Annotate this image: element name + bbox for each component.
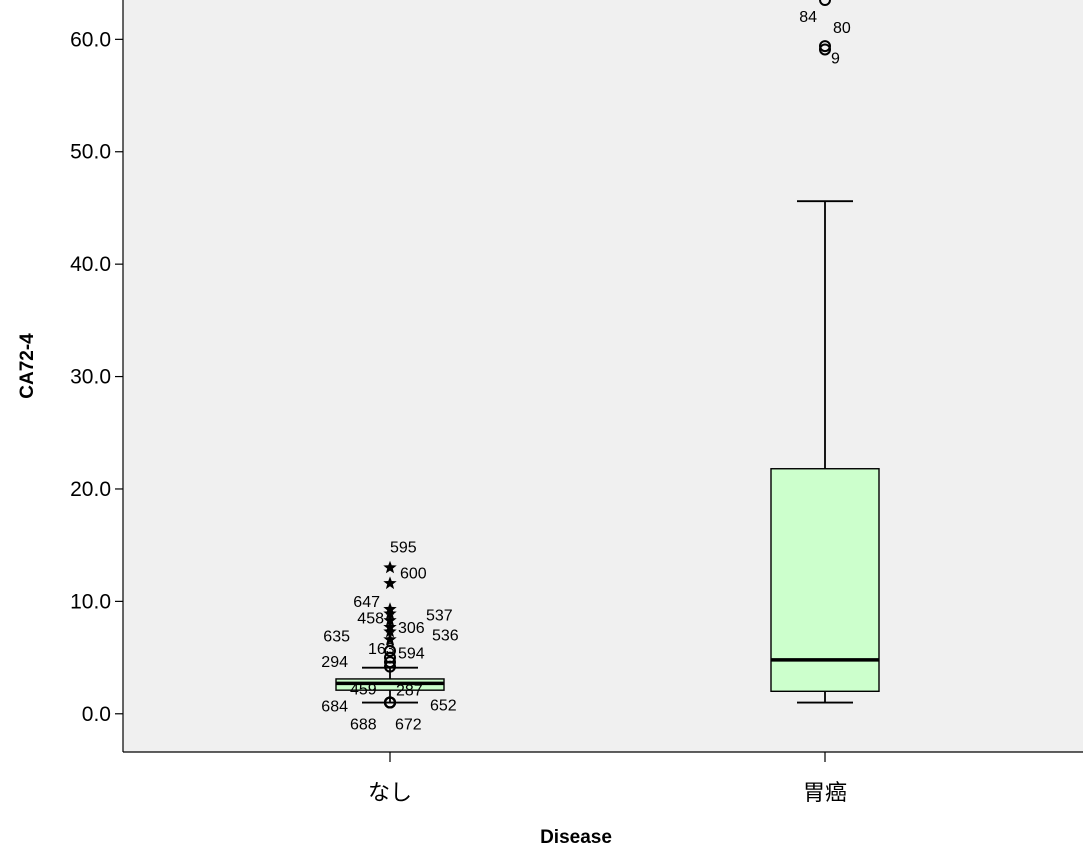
outlier-label: 9	[831, 50, 840, 67]
y-tick-label: 40.0	[70, 253, 111, 276]
outlier-circle-marker	[384, 696, 396, 709]
box-iqr	[770, 468, 880, 693]
outlier-label: 537	[426, 608, 453, 625]
outlier-circle-marker	[384, 644, 396, 657]
outlier-circle-marker	[384, 660, 396, 673]
outlier-label: 594	[398, 646, 425, 663]
outlier-label: 672	[395, 717, 422, 734]
plot-area	[123, 0, 1083, 752]
y-tick-label: 60.0	[70, 28, 111, 51]
outlier-circle-marker	[819, 40, 831, 53]
y-tick-label: 20.0	[70, 478, 111, 501]
outlier-label: 647	[353, 594, 380, 611]
y-tick-label: 30.0	[70, 366, 111, 389]
y-tick-label: 50.0	[70, 141, 111, 164]
outlier-star-marker	[383, 613, 397, 627]
outlier-label: 294	[321, 654, 348, 671]
outlier-label: 306	[398, 620, 425, 637]
x-tick-label: なし	[368, 780, 412, 805]
outlier-label: 84	[799, 9, 817, 26]
boxes-layer	[335, 200, 880, 704]
outlier-star-marker	[383, 632, 397, 646]
y-axis-title: CA72-4	[17, 333, 38, 399]
y-axis-ticks: 0.0 10.0 20.0 30.0 40.0 50.0 60.0	[70, 28, 123, 726]
y-tick-label: 0.0	[82, 703, 111, 726]
outlier-star-marker	[383, 606, 397, 620]
outlier-label: 163	[368, 641, 395, 658]
outlier-circle-marker	[384, 651, 396, 664]
outlier-label: 652	[430, 698, 457, 715]
x-axis-title: Disease	[540, 827, 612, 848]
outlier-star-marker	[383, 576, 397, 590]
outlier-circle-marker	[384, 656, 396, 669]
outlier-circle-marker	[819, 43, 831, 56]
outlier-circle-marker	[819, 0, 831, 6]
outlier-label: 600	[400, 565, 427, 582]
x-axis-ticks: なし 胃癌	[368, 752, 847, 805]
outlier-label: 80	[833, 20, 851, 37]
outlier-label: 458	[357, 610, 384, 627]
outlier-label: 536	[432, 628, 459, 645]
outlier-label: 595	[390, 540, 417, 557]
outlier-label: 688	[350, 717, 377, 734]
outlier-label: 684	[321, 699, 348, 716]
outlier-label: 287	[396, 683, 423, 700]
y-tick-label: 10.0	[70, 590, 111, 613]
x-tick-label: 胃癌	[803, 780, 847, 805]
outlier-star-marker	[383, 560, 397, 574]
outlier-star-marker	[383, 624, 397, 638]
outlier-label: 459	[350, 682, 377, 699]
outlier-label: 635	[323, 629, 350, 646]
